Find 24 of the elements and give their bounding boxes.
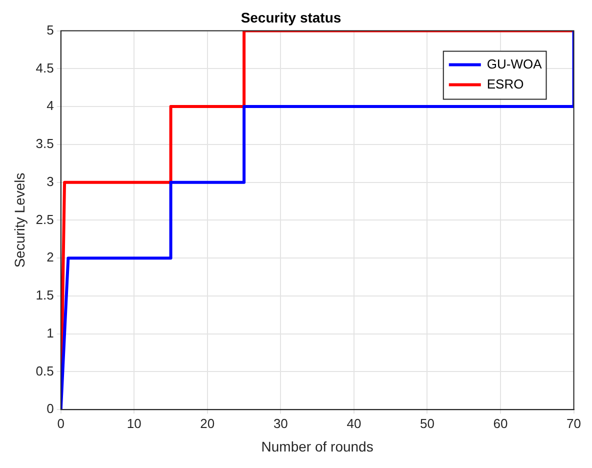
y-tick-label: 3.5 — [36, 136, 54, 152]
legend-label: ESRO — [486, 76, 524, 92]
y-tick-label: 2 — [46, 250, 54, 265]
x-tick-label: 20 — [200, 416, 215, 431]
y-tick-label: 4 — [46, 98, 54, 114]
y-axis-title: Security Levels — [11, 172, 28, 268]
x-tick-label: 40 — [346, 416, 362, 431]
x-tick-label: 10 — [126, 416, 142, 431]
y-tick-label: 0.5 — [36, 363, 54, 378]
chart-title: Security status — [240, 9, 342, 26]
y-tick-label: 4.5 — [36, 60, 54, 76]
x-tick-label: 60 — [493, 416, 508, 431]
x-tick-label: 50 — [420, 416, 434, 431]
x-tick-label: 0 — [57, 416, 64, 431]
y-tick-label: 0 — [46, 401, 54, 416]
y-tick-label: 1.5 — [36, 288, 54, 303]
x-axis-title: Number of rounds — [261, 438, 374, 454]
y-tick-label: 1 — [46, 325, 54, 340]
y-tick-label: 2.5 — [36, 212, 54, 227]
legend-label: GU-WOA — [486, 56, 542, 72]
y-tick-label: 3 — [46, 174, 54, 189]
x-tick-label: 70 — [566, 416, 582, 431]
y-tick-label: 5 — [46, 22, 54, 38]
x-tick-label: 30 — [273, 416, 288, 431]
